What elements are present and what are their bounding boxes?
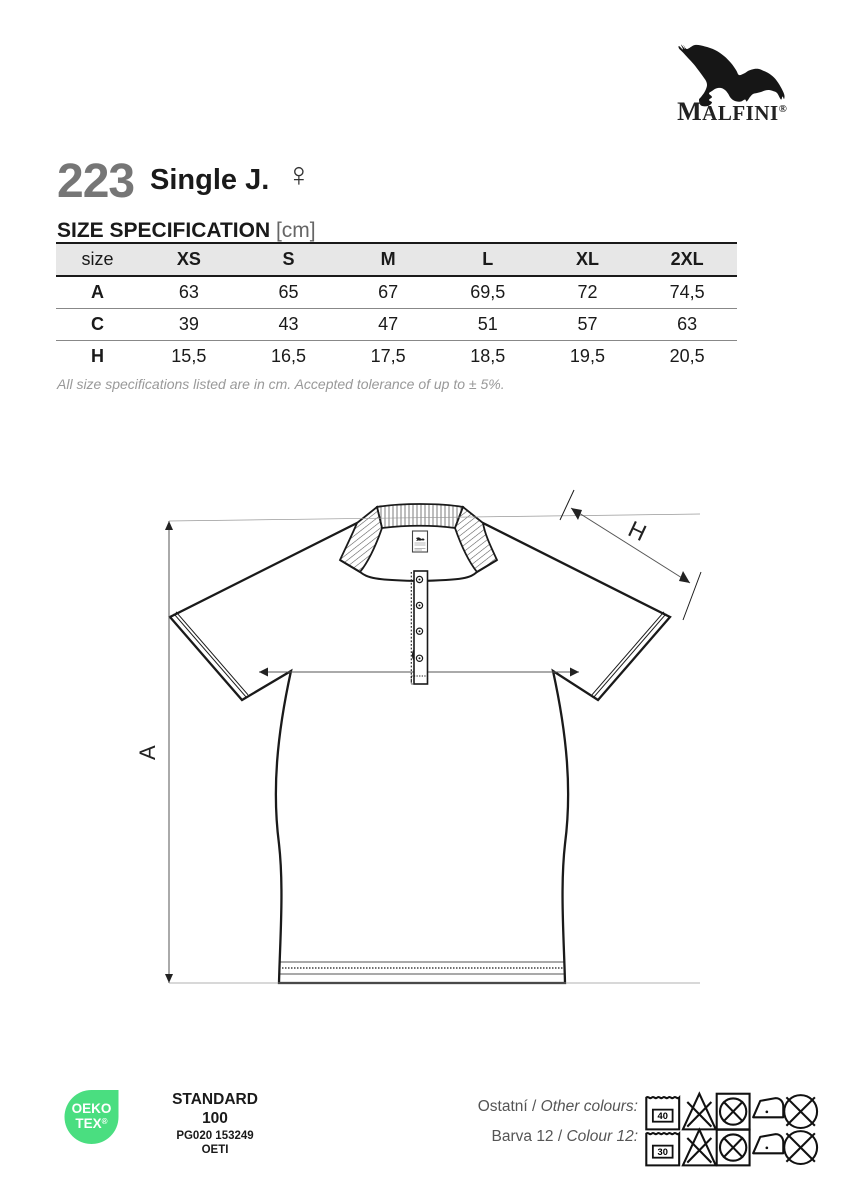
svg-text:30: 30 — [658, 1147, 668, 1157]
svg-text:40: 40 — [658, 1111, 668, 1121]
